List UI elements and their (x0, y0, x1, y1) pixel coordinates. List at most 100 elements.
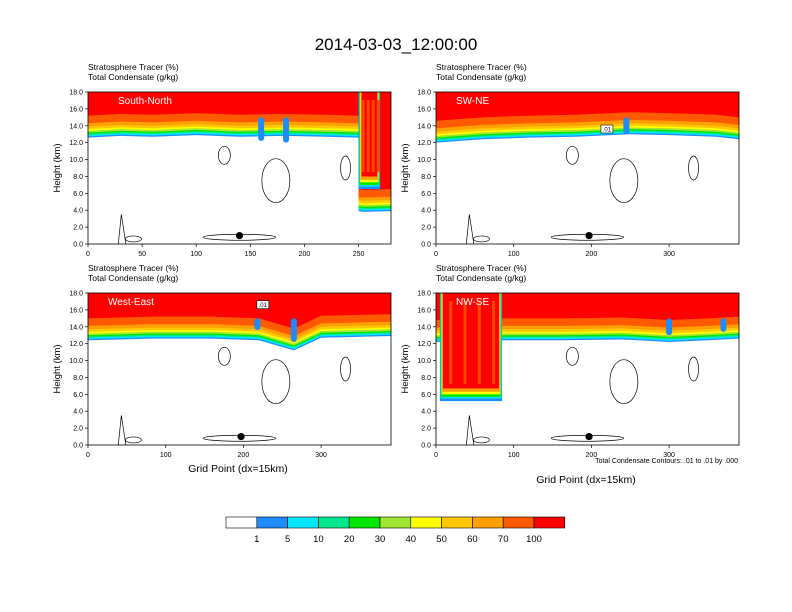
contour (565, 346, 579, 366)
xtick-label: 0 (86, 251, 90, 258)
contour-label: .01 (600, 124, 614, 134)
ytick-label: 8.0 (421, 375, 431, 382)
location-marker (585, 432, 593, 441)
ytick-label: 6.0 (73, 392, 83, 399)
ytick-label: 2.0 (421, 426, 431, 433)
tracer-dip (720, 318, 727, 332)
location-marker (237, 432, 245, 441)
plot-frame (87, 91, 392, 245)
figure-title: 2014-03-03_12:00:00 (315, 35, 478, 54)
tracer-band (88, 92, 391, 198)
colorbar-swatch (502, 516, 535, 529)
ytick-label: 18.0 (417, 90, 431, 97)
xtick-label: 200 (299, 251, 311, 258)
ylabel: Height (km) (52, 344, 63, 393)
panel-title: Total Condensate (g/kg) (436, 72, 526, 82)
panel-label: South-North (118, 96, 172, 107)
plot-frame (435, 91, 740, 245)
contour-note: Total Condensate Contours: .01 to .01 by… (595, 458, 738, 465)
deep-column-streak (366, 100, 370, 173)
ytick-label: 16.0 (69, 307, 83, 314)
colorbar-label: 60 (467, 534, 478, 545)
ytick-label: 10.0 (69, 157, 83, 164)
colorbar-swatch (348, 516, 381, 529)
contour (688, 155, 699, 181)
contour-label: .01 (256, 300, 270, 309)
contour (473, 436, 490, 444)
tracer-field (436, 293, 739, 402)
ytick-label: 14.0 (69, 123, 83, 130)
plot-frame (435, 292, 740, 446)
colorbar-swatch (318, 516, 350, 529)
contour-label-box (600, 124, 614, 134)
ytick-label: 0.0 (421, 443, 431, 450)
contour (688, 356, 699, 382)
deep-column-streak (463, 301, 467, 385)
panel-sw-ne: SW-NE Stratosphere Tracer (%)Total Conden… (400, 62, 740, 258)
panel-title: Stratosphere Tracer (%) (436, 263, 527, 273)
ytick-label: 12.0 (69, 341, 83, 348)
tracer-dip (283, 117, 290, 143)
colorbar: 1 5 10 20 30 40 50 60 70 100 (225, 516, 566, 545)
colorbar-label: 100 (526, 534, 542, 545)
ytick-label: 0.0 (73, 242, 83, 249)
contour (117, 415, 127, 445)
deep-column-streak (371, 100, 375, 173)
panel-title: Total Condensate (g/kg) (88, 273, 178, 283)
panel-title: Stratosphere Tracer (%) (436, 62, 527, 72)
ytick-label: 12.0 (69, 140, 83, 147)
tracer-dip (258, 117, 265, 141)
xtick-label: 100 (190, 251, 202, 258)
tracer-field (88, 293, 391, 351)
panel-west-east: West-East Stratosphere Tracer (%)Total Co… (52, 263, 392, 459)
ytick-label: 4.0 (421, 409, 431, 416)
contour (218, 145, 231, 165)
ytick-label: 6.0 (73, 191, 83, 198)
xtick-label: 50 (138, 251, 146, 258)
ytick-label: 8.0 (421, 174, 431, 181)
deep-column-streak (376, 100, 380, 173)
ytick-label: 2.0 (421, 225, 431, 232)
ytick-label: 14.0 (417, 123, 431, 130)
condensate-contours (465, 145, 699, 244)
contour (125, 235, 142, 243)
xtick-label: 100 (160, 452, 172, 459)
tracer-field (88, 92, 391, 212)
ytick-label: 12.0 (417, 140, 431, 147)
panel-title: Stratosphere Tracer (%) (88, 263, 179, 273)
tracer-core (436, 92, 739, 114)
deep-column-streak (449, 301, 453, 385)
contour-label-text: .01 (603, 128, 612, 134)
tracer-field (436, 92, 739, 143)
contour (473, 235, 490, 243)
contour-label-box (256, 300, 270, 309)
panel-title: Stratosphere Tracer (%) (88, 62, 179, 72)
ytick-label: 2.0 (73, 426, 83, 433)
tracer-dip (666, 318, 673, 336)
panel-label: West-East (108, 297, 154, 308)
contour (609, 359, 639, 405)
colorbar-label: 40 (406, 534, 417, 545)
deep-column-streak (492, 301, 496, 385)
panel-label: SW-NE (456, 96, 489, 107)
location-marker (585, 231, 593, 240)
ytick-label: 18.0 (69, 291, 83, 298)
ytick-label: 16.0 (417, 307, 431, 314)
ylabel: Height (km) (400, 143, 411, 192)
ytick-label: 8.0 (73, 174, 83, 181)
contour (218, 346, 231, 366)
xtick-label: 100 (508, 251, 520, 258)
contour (465, 214, 475, 244)
plot-frame (87, 292, 392, 446)
colorbar-swatch (287, 516, 319, 529)
location-marker (235, 231, 244, 240)
xtick-label: 300 (663, 251, 675, 258)
ytick-label: 2.0 (73, 225, 83, 232)
xtick-label: 150 (244, 251, 256, 258)
panel-nw-se: NW-SE Stratosphere Tracer (%)Total Conden… (400, 263, 740, 459)
contour (340, 356, 351, 382)
panel-label: NW-SE (456, 297, 489, 308)
colorbar-label: 70 (498, 534, 509, 545)
